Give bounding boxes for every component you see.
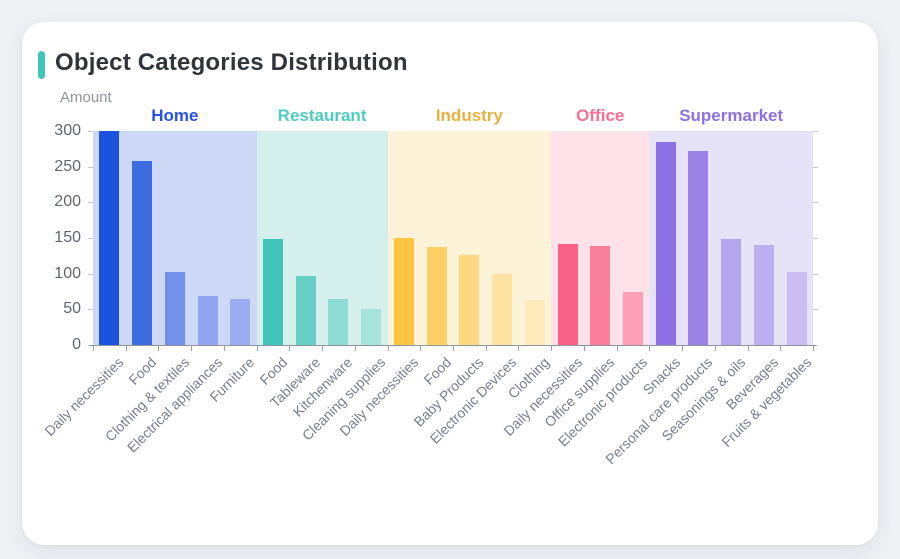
x-axis-tick: [289, 345, 291, 351]
bar-snacks[interactable]: [655, 141, 676, 345]
y-axis-label: 200: [54, 193, 81, 211]
bar-kitchenware[interactable]: [328, 298, 349, 345]
bar-personal-care-products[interactable]: [688, 150, 709, 345]
x-axis-tick: [616, 345, 618, 351]
x-axis-tick: [256, 345, 258, 351]
bar-daily-necessities[interactable]: [393, 238, 414, 345]
x-axis-tick: [93, 345, 94, 351]
bar-food[interactable]: [132, 160, 153, 345]
bar-electronic-devices[interactable]: [492, 274, 513, 345]
y-axis-tick-left: [88, 273, 93, 275]
x-axis-tick: [387, 345, 389, 351]
bar-tableware[interactable]: [295, 275, 316, 345]
bar-food[interactable]: [426, 246, 447, 345]
bar-cleaning-supplies[interactable]: [361, 308, 382, 345]
x-axis-tick: [453, 345, 454, 351]
y-axis-label: 150: [54, 229, 81, 246]
x-axis-tick: [747, 345, 749, 351]
x-axis-tick: [354, 345, 356, 351]
y-axis-label: 0: [72, 336, 81, 353]
y-axis-tick-left: [88, 309, 93, 311]
y-axis-label: 100: [54, 264, 81, 282]
x-axis-tick: [191, 345, 193, 351]
x-axis-tick: [714, 345, 716, 351]
bar-clothing[interactable]: [524, 300, 545, 345]
page-title: Object Categories Distribution: [55, 49, 408, 76]
group-label-industry: Industry: [435, 106, 503, 125]
x-axis-tick: [485, 345, 487, 351]
x-axis-tick: [583, 345, 585, 351]
y-axis-tick-right: [813, 309, 818, 311]
y-axis-tick-left: [88, 166, 93, 168]
x-axis-tick: [158, 345, 160, 351]
y-axis-tick-left: [88, 131, 93, 132]
group-label-home: Home: [151, 106, 199, 125]
bar-baby-products[interactable]: [459, 255, 480, 345]
y-axis-tick-right: [813, 202, 818, 204]
bar-office-supplies[interactable]: [590, 245, 611, 345]
y-axis-label: 300: [54, 122, 81, 139]
y-axis-label: 50: [63, 300, 81, 318]
bar-furniture[interactable]: [230, 299, 251, 345]
y-axis-tick-right: [813, 273, 818, 275]
x-axis-tick: [682, 345, 684, 351]
x-axis-tick: [322, 345, 324, 351]
bar-beverages[interactable]: [753, 245, 774, 345]
group-label-office: Office: [576, 106, 625, 125]
x-axis-tick: [551, 345, 553, 351]
x-axis-tick: [125, 345, 127, 351]
y-axis-name: Amount: [60, 89, 112, 106]
bar-daily-necessities[interactable]: [557, 243, 578, 345]
x-axis-tick: [420, 345, 422, 351]
x-axis-tick: [518, 345, 520, 351]
x-axis-tick: [780, 345, 782, 351]
y-axis-label: 250: [54, 157, 81, 175]
y-axis-tick-right: [813, 131, 818, 132]
group-label-supermarket: Supermarket: [679, 106, 784, 125]
bar-food[interactable]: [263, 239, 283, 345]
x-axis-tick: [223, 345, 225, 351]
group-label-restaurant: Restaurant: [277, 106, 367, 125]
bar-clothing-textiles[interactable]: [164, 272, 185, 345]
y-axis-tick-left: [88, 202, 93, 204]
bar-daily-necessities[interactable]: [99, 131, 120, 345]
x-axis-tick: [813, 345, 814, 351]
bar-seasonings-oils[interactable]: [721, 239, 742, 345]
x-axis-tick: [649, 345, 651, 351]
bar-electronic-products[interactable]: [623, 291, 643, 345]
bar-fruits-vegetables[interactable]: [786, 272, 807, 345]
y-axis-tick-left: [88, 238, 93, 239]
bar-electrical-appliances[interactable]: [197, 295, 218, 345]
y-axis-tick-right: [813, 166, 818, 168]
y-axis-tick-right: [813, 238, 818, 239]
title-accent-bar: [38, 51, 45, 79]
